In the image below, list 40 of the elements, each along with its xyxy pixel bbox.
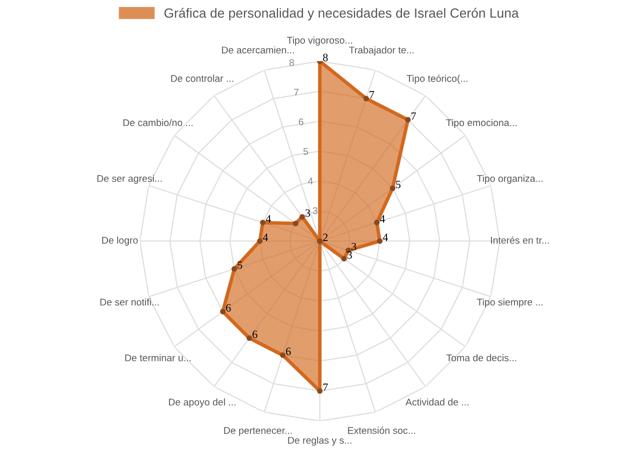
spoke-label: Tipo siempre ...	[476, 298, 542, 308]
y-tick-label: 3	[306, 209, 310, 217]
legend-label: Gráfica de personalidad y necesidades de Israel Cerón Luna	[164, 8, 519, 20]
data-label: 3	[347, 251, 352, 259]
data-label: 3	[352, 242, 356, 250]
data-label: 3	[312, 207, 318, 214]
spoke-label: De terminar u...	[125, 354, 191, 362]
data-label: 6	[226, 304, 231, 312]
data-label: 8	[323, 54, 328, 62]
data-label: 7	[411, 112, 416, 120]
spoke-label: Extensión soc...	[348, 426, 416, 434]
spoke-label: Tipo organiza...	[476, 174, 542, 184]
spoke-label: De ser notifi...	[100, 298, 159, 306]
spoke-label: De apoyo del ...	[169, 398, 236, 408]
spoke-label: De logro	[102, 236, 138, 246]
spoke-label: Interés en tr...	[491, 236, 549, 244]
y-tick-label: 6	[298, 118, 304, 126]
spoke-label: De controlar ...	[171, 74, 234, 82]
spoke-label: De reglas y s...	[288, 436, 352, 446]
spoke-label: De ser agresi...	[97, 174, 162, 184]
data-label: 6	[252, 330, 258, 338]
spoke-label: Tipo vigoroso...	[286, 36, 352, 46]
spoke-label: Trabajador te...	[349, 46, 414, 56]
data-label: 4	[262, 234, 268, 241]
spoke-label: Tipo emociona...	[446, 119, 517, 128]
spoke-label: De cambio/no ...	[123, 119, 193, 126]
data-label: 5	[396, 180, 400, 188]
data-label: 4	[380, 215, 386, 222]
spoke-label: Actividad de ...	[406, 398, 468, 406]
data-label: 4	[266, 215, 271, 222]
data-label: 5	[238, 262, 242, 269]
spoke-label: De acercamien...	[222, 46, 294, 54]
spoke-label: Tipo teórico(...	[406, 74, 468, 84]
data-label: 6	[286, 348, 291, 356]
data-label: 4	[382, 234, 388, 241]
data-label: 7	[370, 91, 374, 98]
spoke-label: De pertenecer...	[224, 427, 292, 436]
data-label: 2	[323, 234, 328, 241]
spoke-label: Toma de decis...	[446, 354, 516, 362]
data-label: 7	[323, 384, 328, 391]
